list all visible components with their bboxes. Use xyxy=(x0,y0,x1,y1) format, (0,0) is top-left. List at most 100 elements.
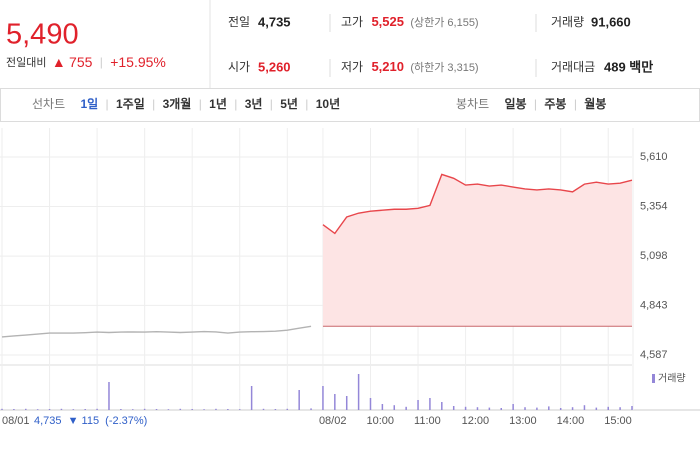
volume-bar xyxy=(571,407,574,410)
info-value: 5,525 xyxy=(371,14,404,29)
volume-bar xyxy=(405,406,407,410)
tab-group-label: 봉차트 xyxy=(456,97,489,111)
x-tick-label: 11:00 xyxy=(414,415,441,427)
volume-bar xyxy=(452,406,455,410)
info-note: (하한가 3,315) xyxy=(410,60,478,74)
x-tick-label: 08/01 xyxy=(2,415,30,427)
info-label: 저가 xyxy=(341,60,363,74)
up-arrow: ▲ xyxy=(52,54,66,70)
tab[interactable]: 3개월 xyxy=(163,96,192,111)
tab[interactable]: 3년 xyxy=(245,97,263,111)
volume-bar xyxy=(619,407,621,410)
volume-bar xyxy=(441,402,443,410)
change-value: 755 xyxy=(69,54,93,70)
y-tick-label: 5,098 xyxy=(640,250,668,262)
x-tick-label: 08/02 xyxy=(319,415,347,427)
prev-change: 115 xyxy=(82,415,100,427)
volume-bar xyxy=(84,409,86,410)
volume-bar xyxy=(60,408,63,410)
change-label: 전일대비 xyxy=(6,55,46,69)
separator: | xyxy=(305,97,308,111)
tab[interactable]: 주봉 xyxy=(544,97,566,111)
volume-bar xyxy=(334,394,336,410)
tab[interactable]: 1년 xyxy=(209,97,227,111)
prev-change-rate: (-2.37%) xyxy=(105,415,147,427)
separator: | xyxy=(534,97,537,111)
y-tick-label: 4,843 xyxy=(640,299,668,311)
y-tick-label: 4,587 xyxy=(640,349,668,361)
tab-bar xyxy=(0,88,700,122)
tab[interactable]: 1일 xyxy=(80,97,98,111)
tab[interactable]: 1주일 xyxy=(116,97,145,111)
volume-bar xyxy=(429,398,431,410)
price-line xyxy=(1,325,312,338)
volume-bar xyxy=(512,404,514,410)
volume-bar xyxy=(167,409,170,410)
info-value: 489 백만 xyxy=(604,59,653,74)
tab[interactable]: 월봉 xyxy=(584,96,606,111)
area xyxy=(322,174,632,327)
tab[interactable]: 일봉 xyxy=(504,97,526,111)
tab[interactable]: 5년 xyxy=(280,97,298,111)
volume-bar xyxy=(548,406,550,410)
volume-bar xyxy=(488,407,491,410)
info-item: 고가 5,525 (상한가 6,155) xyxy=(341,14,479,29)
volume-bar xyxy=(310,408,312,410)
separator: | xyxy=(270,97,273,111)
volume-bar xyxy=(298,390,300,410)
change-line: 전일대비 ▲ 755 | +15.95% xyxy=(6,54,166,70)
candle-chart-tabs: 봉차트 일봉 | 주봉 | 월봉 xyxy=(456,96,606,111)
legend-swatch xyxy=(652,374,655,383)
volume-bar xyxy=(132,409,134,410)
volume-bar xyxy=(179,408,182,410)
info-value: 4,735 xyxy=(258,14,291,29)
volume-bar xyxy=(191,409,193,410)
info-label: 고가 xyxy=(341,15,363,29)
separator: | xyxy=(199,97,202,111)
volume-bar xyxy=(464,406,467,410)
volume-bar xyxy=(500,408,502,410)
info-label: 거래대금 xyxy=(551,60,595,74)
volume-bar xyxy=(13,409,15,410)
volume-bar xyxy=(143,408,146,410)
info-value: 5,210 xyxy=(371,59,404,74)
prev-close: 4,735 xyxy=(34,415,62,427)
y-tick-label: 5,610 xyxy=(640,151,668,163)
x-tick-label: 15:00 xyxy=(604,415,632,427)
volume-bar xyxy=(227,409,229,410)
down-arrow: ▼ xyxy=(68,415,79,427)
volume-bar xyxy=(1,408,3,410)
info-label: 거래량 xyxy=(551,15,584,29)
separator: | xyxy=(106,97,109,111)
volume-bar xyxy=(357,374,360,410)
separator: | xyxy=(234,97,237,111)
separator: | xyxy=(152,97,155,111)
volume-bar xyxy=(286,408,289,410)
volume-bar xyxy=(215,408,217,410)
volume-bar xyxy=(262,408,265,410)
separator: | xyxy=(574,97,577,111)
x-tick-label: 13:00 xyxy=(509,415,537,427)
info-value: 91,660 xyxy=(591,14,631,29)
volume-bar xyxy=(607,406,609,410)
info-value: 5,260 xyxy=(258,59,291,74)
volume-bar xyxy=(595,407,598,410)
tab[interactable]: 10년 xyxy=(316,97,340,111)
volume-bar xyxy=(72,409,75,410)
info-item: 저가 5,210 (하한가 3,315) xyxy=(341,59,479,74)
volume-bar xyxy=(274,409,277,410)
volume-bar xyxy=(96,408,98,410)
volume-bar xyxy=(559,408,562,410)
volume-bar xyxy=(631,406,633,410)
volume-bar xyxy=(250,386,253,410)
volume-bar xyxy=(536,407,538,410)
info-note: (상한가 6,155) xyxy=(410,16,478,29)
volume-bar xyxy=(108,382,110,410)
volume-bar xyxy=(155,409,158,410)
line-chart-tabs: 선차트 1일 | 1주일 | 3개월 | 1년 | 3년 | 5년 | 10년 xyxy=(32,96,340,111)
current-price: 5,490 xyxy=(6,19,79,51)
x-tick-label: 14:00 xyxy=(557,415,585,427)
prev-day-info: 4,735 ▼ 115 (-2.37%) xyxy=(34,415,147,427)
volume-bar xyxy=(583,405,586,410)
